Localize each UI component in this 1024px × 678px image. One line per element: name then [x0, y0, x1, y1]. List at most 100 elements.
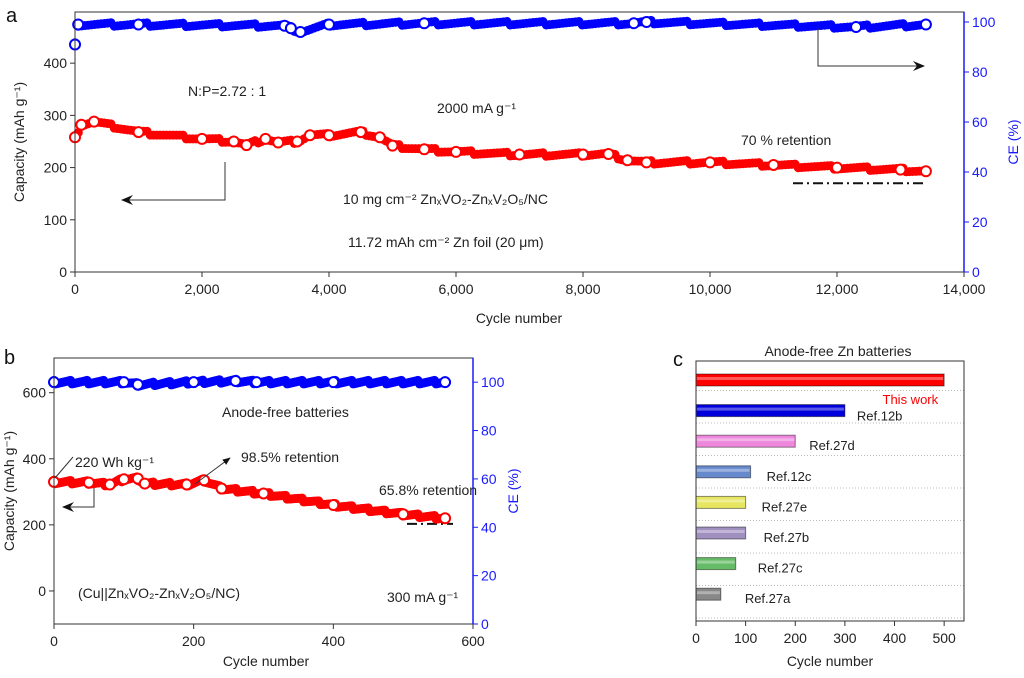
ce-marker: [72, 18, 85, 31]
ce-marker: [132, 18, 145, 31]
bar-label: Ref.27e: [762, 499, 808, 514]
x-tick-label: 10,000: [689, 281, 732, 297]
capacity-marker: [450, 145, 462, 158]
capacity-marker: [327, 499, 340, 512]
x-tick-label: 0: [692, 630, 700, 646]
bar-label: This work: [883, 392, 939, 407]
bar-label: Ref.27d: [809, 438, 855, 453]
ce-marker: [294, 26, 307, 38]
bar-label: Ref.27a: [745, 591, 791, 606]
annotation-current-a: 2000 mA g⁻¹: [437, 100, 516, 116]
capacity-marker: [439, 512, 452, 525]
x-tick-label: 0: [71, 281, 79, 297]
bar-highlight: [697, 377, 944, 380]
x-tick-label: 300: [833, 630, 857, 646]
capacity-marker: [240, 139, 253, 152]
arrow-left-axis-a: [121, 162, 226, 205]
bar-highlight: [697, 591, 720, 595]
bar-highlight: [697, 438, 795, 442]
arrow-left-axis-b: [62, 488, 95, 512]
annotation-current-b: 300 mA g⁻¹: [387, 589, 459, 605]
ce-marker: [117, 376, 130, 389]
capacity-marker: [894, 163, 907, 176]
capacity-marker: [259, 132, 272, 145]
ce-marker: [418, 17, 431, 30]
panel-b-ylabel: Capacity (mAh g⁻¹): [1, 431, 17, 551]
capacity-marker: [198, 474, 211, 487]
capacity-marker: [75, 118, 88, 131]
capacity-marker: [373, 131, 386, 144]
bar-label: Ref.12c: [767, 469, 812, 484]
capacity-marker: [138, 477, 151, 490]
y2-tick-label: 0: [972, 264, 980, 280]
y-tick-label: 200: [44, 160, 68, 176]
ce-marker: [250, 376, 263, 389]
annotation-cell: (Cu||ZnₓVO₂-ZnₓV₂O₅/NC): [78, 585, 240, 601]
ce-marker: [850, 21, 863, 33]
capacity-marker: [602, 148, 615, 161]
y2-tick-label: 40: [481, 519, 497, 535]
capacity-marker: [196, 132, 208, 145]
ce-marker: [131, 378, 144, 391]
y2-tick-label: 80: [481, 423, 497, 439]
y2-tick-label: 20: [481, 568, 497, 584]
bar-highlight: [697, 560, 735, 564]
panel-a: a 0 100 200 300 400 0 20 40 60 80 100 0 2,000 4,000 6,…: [6, 5, 1021, 326]
capacity-marker: [397, 508, 410, 521]
annotation-retention-a: 70 % retention: [741, 132, 831, 148]
ce-marker: [323, 18, 335, 31]
panel-label-a: a: [6, 5, 18, 27]
ce-marker: [187, 376, 200, 389]
y2-tick-label: 0: [481, 616, 489, 632]
capacity-marker: [767, 158, 780, 171]
x-tick-label: 4,000: [311, 281, 346, 297]
panel-a-y2label: CE (%): [1005, 119, 1021, 164]
ce-marker: [919, 18, 932, 31]
capacity-marker: [117, 473, 130, 486]
capacity-marker: [180, 478, 193, 491]
bar-label: Ref.12b: [857, 409, 903, 424]
annotation-np-ratio: N:P=2.72 : 1: [188, 83, 266, 99]
y2-tick-label: 60: [972, 114, 988, 130]
arrow-retention-mid: [194, 457, 231, 485]
panel-a-ylabel: Capacity (mAh g⁻¹): [11, 82, 27, 202]
capacity-marker: [272, 136, 285, 149]
bar-highlight: [697, 530, 745, 533]
x-tick-label: 600: [461, 633, 485, 649]
capacity-marker: [621, 154, 634, 167]
annotation-anode-free: Anode-free batteries: [222, 404, 349, 420]
ce-marker: [439, 376, 452, 389]
y-tick-label: 600: [23, 385, 47, 401]
annotation-retention-mid: 98.5% retention: [241, 449, 339, 465]
capacity-marker: [919, 165, 932, 178]
capacity-marker: [88, 115, 101, 128]
y2-tick-label: 100: [972, 14, 996, 30]
bar-highlight: [697, 468, 750, 472]
x-tick-label: 200: [182, 633, 206, 649]
panel-label-b: b: [4, 347, 15, 369]
ce-marker: [327, 376, 340, 389]
y2-tick-label: 40: [972, 164, 988, 180]
x-tick-label: 200: [784, 630, 808, 646]
bar-highlight: [697, 407, 844, 411]
x-tick-label: 8,000: [565, 281, 600, 297]
panel-c: c Anode-free Zn batteries This work Ref.1…: [673, 343, 965, 669]
panel-a-marks: [69, 15, 932, 185]
annotation-anode: 11.72 mAh cm⁻² Zn foil (20 μm): [348, 234, 544, 250]
arrow-right-axis-a: [817, 28, 925, 71]
capacity-marker: [354, 126, 367, 139]
ce-marker: [627, 17, 640, 30]
y-tick-label: 300: [44, 107, 68, 123]
x-tick-label: 500: [932, 630, 956, 646]
capacity-marker: [257, 487, 270, 500]
y-tick-label: 400: [23, 451, 47, 467]
y-tick-label: 0: [59, 264, 67, 280]
x-tick-label: 12,000: [816, 281, 859, 297]
capacity-marker: [82, 476, 95, 489]
y-tick-label: 100: [44, 212, 68, 228]
x-tick-label: 6,000: [438, 281, 473, 297]
